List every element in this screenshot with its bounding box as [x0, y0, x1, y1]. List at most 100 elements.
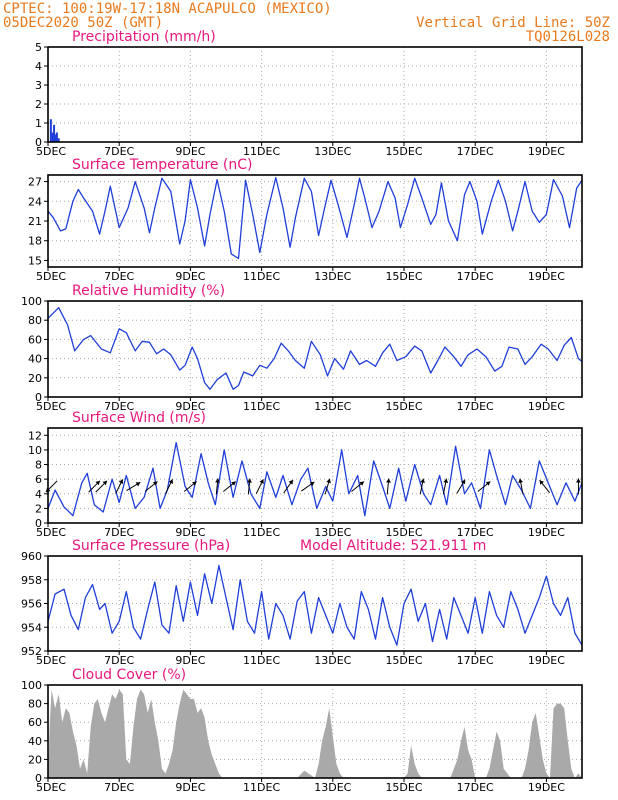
wind-arrow — [442, 478, 449, 495]
panel-frame — [47, 427, 583, 524]
x-tick-label: 7DEC — [104, 654, 134, 667]
wind-arrow-head — [102, 480, 108, 486]
x-tick-label: 15DEC — [385, 781, 422, 794]
x-tick-label: 11DEC — [243, 400, 280, 413]
x-tick-label: 15DEC — [385, 400, 422, 413]
panel-title: Surface Pressure (hPa) — [72, 538, 230, 554]
y-tick-label: 21 — [28, 215, 42, 228]
panel-4: 0 24 68 10 12 5DEC 7DEC 9DEC 11DEC 13DEC 15DEC 17DE… — [28, 410, 583, 539]
x-tick-label: 11DEC — [243, 781, 280, 794]
x-tick-label: 15DEC — [385, 526, 422, 539]
y-tick-label: 0 — [35, 391, 42, 404]
y-tick-label: 2 — [35, 98, 42, 111]
x-tick-label: 5DEC — [36, 781, 66, 794]
x-tick-label: 17DEC — [457, 270, 494, 283]
x-tick-label: 17DEC — [457, 526, 494, 539]
wind-arrow — [115, 479, 124, 494]
panel-3: 0 20 40 60 80 100 5DEC 7DEC 9DEC 11DEC 13DEC 15DEC 1… — [21, 283, 583, 413]
panel-1: 0 1 2 3 4 5 5DEC 7DEC 9DEC 11DEC 13DEC 15DEC 17DEC 19… — [35, 29, 583, 158]
header-grid-note: Vertical Grid Line: 50Z — [416, 15, 610, 31]
y-tick-label: 60 — [28, 333, 42, 346]
y-tick-label: 956 — [21, 598, 42, 611]
wind-arrow-head — [485, 481, 491, 486]
precip-bar — [55, 132, 58, 142]
wind-arrow-head — [326, 478, 331, 484]
x-tick-label: 13DEC — [314, 270, 351, 283]
x-tick-label: 17DEC — [457, 781, 494, 794]
series-line — [47, 441, 583, 517]
x-tick-label: 15DEC — [385, 270, 422, 283]
wind-arrow — [183, 481, 197, 492]
y-tick-label: 100 — [21, 295, 42, 308]
x-tick-label: 5DEC — [36, 526, 66, 539]
panel-frame — [47, 684, 583, 779]
y-tick-label: 80 — [28, 314, 42, 327]
panel-frame — [47, 174, 583, 268]
x-tick-label: 9DEC — [175, 781, 205, 794]
wind-arrow — [88, 480, 101, 493]
y-tick-label: 12 — [28, 429, 42, 442]
wind-arrow — [419, 478, 425, 495]
y-tick-label: 20 — [28, 372, 42, 385]
wind-arrow-head — [461, 479, 466, 485]
wind-arrow-head — [259, 479, 264, 484]
wind-arrow — [165, 479, 174, 494]
panel-title: Precipitation (mm/h) — [72, 29, 216, 45]
y-tick-label: 4 — [35, 60, 42, 73]
x-tick-label: 19DEC — [528, 526, 565, 539]
wind-arrow-head — [215, 478, 220, 483]
panel-title: Surface Wind (m/s) — [72, 410, 206, 426]
precip-bar — [57, 138, 60, 142]
x-tick-label: 7DEC — [104, 270, 134, 283]
wind-arrow-head — [231, 481, 236, 486]
x-tick-label: 19DEC — [528, 270, 565, 283]
y-tick-label: 18 — [28, 235, 42, 248]
wind-arrow — [283, 479, 294, 494]
x-tick-label: 11DEC — [243, 145, 280, 158]
y-tick-label: 2 — [35, 502, 42, 515]
precip-bar — [53, 124, 56, 142]
x-tick-label: 9DEC — [175, 270, 205, 283]
x-tick-label: 13DEC — [314, 781, 351, 794]
x-tick-label: 9DEC — [175, 145, 205, 158]
y-tick-label: 24 — [28, 195, 42, 208]
wind-arrow — [386, 478, 391, 495]
y-tick-label: 0 — [35, 772, 42, 785]
wind-arrow-head — [576, 478, 581, 483]
panel-title: Cloud Cover (%) — [72, 667, 186, 683]
wind-arrow-head — [309, 481, 315, 487]
header-model-id: TQ0126L028 — [526, 29, 610, 45]
x-tick-label: 11DEC — [243, 654, 280, 667]
y-tick-label: 15 — [28, 254, 42, 267]
wind-arrow — [576, 478, 581, 495]
x-tick-label: 9DEC — [175, 526, 205, 539]
x-tick-label: 7DEC — [104, 781, 134, 794]
wind-arrow — [223, 481, 237, 492]
cloud-cover-area — [48, 689, 582, 778]
x-tick-label: 17DEC — [457, 145, 494, 158]
x-tick-label: 17DEC — [457, 654, 494, 667]
wind-arrow-head — [118, 479, 124, 484]
panel-6: 0 20 40 60 80 100 5DEC 7DEC 9DEC 11DEC 13DEC 15DEC 1… — [21, 667, 583, 794]
wind-arrow — [255, 479, 264, 494]
wind-arrow-head — [168, 479, 173, 484]
y-tick-label: 952 — [21, 645, 42, 658]
wind-arrow — [215, 478, 220, 495]
wind-arrow-head — [443, 478, 449, 483]
wind-arrow — [126, 481, 141, 492]
x-tick-label: 19DEC — [528, 145, 565, 158]
wind-arrow-head — [135, 482, 141, 487]
wind-arrow — [518, 478, 524, 495]
x-tick-label: 13DEC — [314, 145, 351, 158]
series-line — [47, 176, 583, 260]
x-tick-label: 5DEC — [36, 400, 66, 413]
wind-arrow-head — [192, 481, 197, 486]
y-tick-label: 100 — [21, 679, 42, 692]
y-tick-label: 958 — [21, 574, 42, 587]
x-tick-label: 7DEC — [104, 145, 134, 158]
x-tick-label: 5DEC — [36, 145, 66, 158]
y-tick-label: 4 — [35, 488, 42, 501]
x-tick-label: 9DEC — [175, 654, 205, 667]
y-tick-label: 40 — [28, 735, 42, 748]
